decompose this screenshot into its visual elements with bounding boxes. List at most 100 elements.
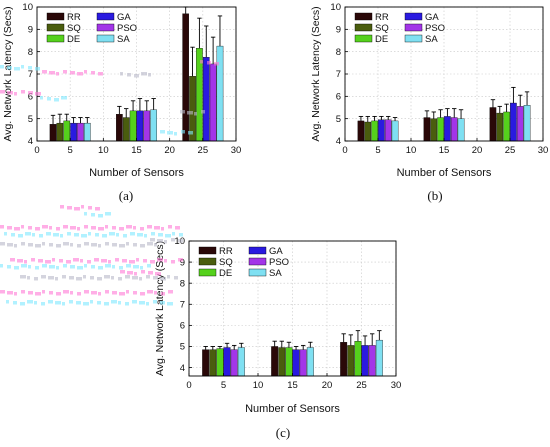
- x-tick-label: 15: [131, 145, 142, 156]
- artifact-block: [35, 92, 41, 96]
- artifact-block: [104, 302, 109, 306]
- legend-swatch-de: [46, 34, 65, 43]
- artifact-block: [98, 266, 103, 270]
- x-tick-label: 25: [198, 145, 209, 156]
- artifact-block: [10, 258, 15, 262]
- artifact-block: [154, 226, 160, 230]
- artifact-block: [76, 301, 81, 305]
- bar-pso-5: [384, 119, 392, 142]
- x-tick-label: 25: [505, 145, 516, 156]
- artifact-block: [154, 291, 157, 295]
- artifact-block: [42, 242, 45, 246]
- legend-label-sq: SQ: [67, 23, 81, 34]
- artifact-block: [6, 300, 9, 304]
- bar-sq-15: [278, 347, 286, 377]
- legend-label-de: DE: [375, 34, 388, 45]
- artifact-block: [157, 258, 163, 262]
- artifact-block: [130, 232, 135, 236]
- artifact-block: [31, 258, 35, 262]
- artifact-block: [133, 226, 136, 230]
- artifact-block: [147, 225, 152, 229]
- artifact-block: [178, 239, 183, 243]
- artifact-block: [139, 277, 142, 281]
- artifact-block: [171, 238, 175, 242]
- x-tick-label: 30: [391, 380, 402, 391]
- bar-ga-5: [378, 119, 385, 142]
- artifact-block: [20, 275, 26, 279]
- x-axis-label: Number of Sensors: [397, 167, 492, 179]
- bar-pso-15: [143, 110, 151, 142]
- artifact-block: [126, 264, 131, 268]
- artifact-block: [0, 264, 3, 268]
- artifact-block: [125, 302, 129, 306]
- artifact-block: [84, 242, 89, 246]
- x-axis-label: Number of Sensors: [245, 403, 340, 415]
- bar-ga-15: [444, 116, 451, 142]
- x-tick-label: 25: [356, 380, 367, 391]
- legend-label-rr: RR: [67, 12, 81, 23]
- artifact-block: [14, 227, 20, 231]
- y-axis-label: Avg. Network Latency (Secs): [2, 6, 14, 141]
- legend-label-de: DE: [219, 268, 232, 279]
- panel-label-b: (b): [427, 188, 442, 203]
- legend-label-sa: SA: [425, 34, 438, 45]
- artifact-block: [41, 302, 45, 306]
- artifact-block: [108, 260, 111, 264]
- legend-label-pso: PSO: [425, 23, 445, 34]
- legend-swatch-ga: [248, 246, 267, 255]
- bar-ga-15: [136, 110, 144, 142]
- artifact-block: [21, 242, 25, 246]
- y-tick-label: 8: [28, 47, 33, 58]
- bar-sa-15: [150, 109, 157, 142]
- legend-label-sq: SQ: [219, 257, 233, 268]
- artifact-block: [112, 243, 117, 247]
- bar-de-25: [354, 341, 362, 377]
- y-tick-label: 8: [180, 278, 185, 289]
- artifact-block: [98, 214, 103, 218]
- artifact-block: [134, 272, 137, 276]
- artifact-block: [47, 97, 51, 101]
- artifact-block: [7, 243, 13, 247]
- artifact-block: [105, 225, 108, 229]
- bar-sa-25: [523, 105, 531, 142]
- artifact-block: [122, 259, 127, 263]
- y-tick-label: 5: [180, 342, 185, 353]
- artifact-block: [56, 292, 61, 296]
- artifact-block: [21, 264, 27, 268]
- artifact-block: [98, 227, 104, 231]
- artifact-block: [49, 71, 55, 75]
- bar-ga-5: [223, 347, 231, 377]
- bar-sq-15: [122, 117, 130, 142]
- artifact-block: [151, 232, 155, 236]
- bar-de-15: [437, 117, 444, 142]
- artifact-block: [41, 275, 46, 279]
- artifact-block: [49, 243, 53, 247]
- artifact-block: [160, 277, 166, 281]
- artifact-block: [67, 206, 72, 210]
- artifact-block: [88, 232, 91, 236]
- artifact-block: [119, 244, 125, 248]
- x-tick-label: 15: [439, 145, 450, 156]
- legend-label-pso: PSO: [269, 257, 289, 268]
- artifact-block: [140, 266, 143, 270]
- bar-de-15: [285, 347, 293, 377]
- artifact-block: [123, 234, 127, 238]
- bar-sa-5: [237, 347, 245, 377]
- bar-rr-25: [340, 342, 348, 377]
- artifact-block: [60, 234, 63, 238]
- bar-rr-5: [202, 349, 210, 377]
- artifact-block: [150, 260, 155, 264]
- artifact-block: [63, 242, 69, 246]
- legend: RR GA SQ PSO DE SA: [46, 12, 137, 45]
- artifact-block: [42, 264, 47, 268]
- artifact-block: [144, 234, 147, 238]
- artifact-block: [167, 131, 173, 135]
- artifact-block: [40, 96, 43, 100]
- artifact-block: [76, 277, 82, 281]
- artifact-block: [60, 205, 64, 209]
- artifact-block: [160, 130, 165, 134]
- artifact-block: [105, 212, 111, 216]
- y-tick-label: 4: [336, 136, 341, 147]
- artifact-block: [150, 238, 155, 242]
- y-tick-label: 6: [180, 321, 185, 332]
